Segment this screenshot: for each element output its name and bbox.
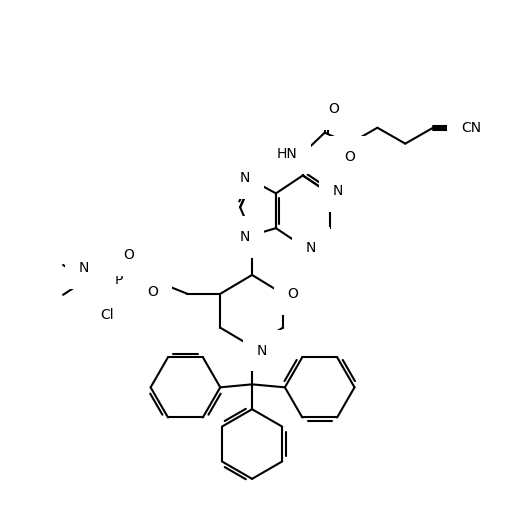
Text: N: N: [305, 241, 316, 255]
Text: P: P: [115, 273, 123, 287]
Text: CN: CN: [461, 121, 481, 135]
Text: HN: HN: [277, 147, 297, 160]
Text: N: N: [79, 261, 89, 275]
Text: O: O: [287, 287, 298, 301]
Text: N: N: [332, 184, 343, 199]
Text: Cl: Cl: [100, 308, 114, 322]
Text: O: O: [344, 149, 355, 163]
Text: O: O: [123, 248, 134, 262]
Text: O: O: [147, 285, 158, 299]
Text: O: O: [328, 102, 339, 116]
Text: N: N: [240, 230, 250, 244]
Text: N: N: [240, 171, 250, 185]
Text: N: N: [257, 344, 267, 357]
